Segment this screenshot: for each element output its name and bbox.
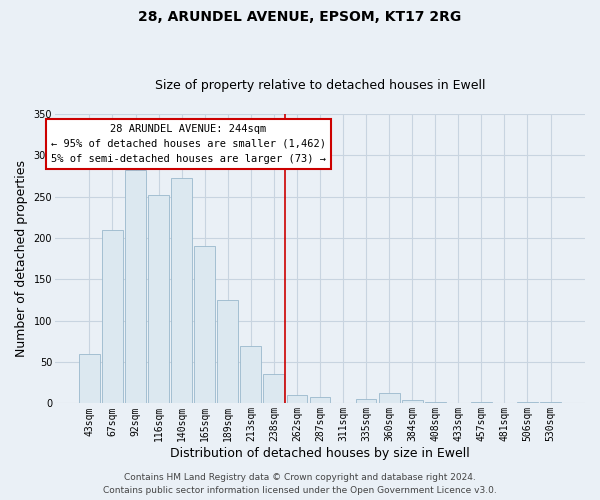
Bar (471, 402, 492, 404)
Bar (102, 230, 123, 404)
Bar (217, 300, 238, 404)
Bar (402, 400, 422, 404)
X-axis label: Distribution of detached houses by size in Ewell: Distribution of detached houses by size … (170, 447, 470, 460)
Bar (79, 354, 100, 404)
Bar (125, 170, 146, 404)
Bar (148, 195, 169, 404)
Text: 28 ARUNDEL AVENUE: 244sqm
← 95% of detached houses are smaller (1,462)
5% of sem: 28 ARUNDEL AVENUE: 244sqm ← 95% of detac… (51, 124, 326, 164)
Bar (287, 395, 307, 404)
Bar (171, 178, 192, 404)
Bar (517, 402, 538, 404)
Bar (540, 402, 561, 404)
Title: Size of property relative to detached houses in Ewell: Size of property relative to detached ho… (155, 79, 485, 92)
Bar (425, 402, 446, 404)
Text: 28, ARUNDEL AVENUE, EPSOM, KT17 2RG: 28, ARUNDEL AVENUE, EPSOM, KT17 2RG (139, 10, 461, 24)
Y-axis label: Number of detached properties: Number of detached properties (15, 160, 28, 357)
Bar (194, 246, 215, 404)
Bar (356, 400, 376, 404)
Text: Contains HM Land Registry data © Crown copyright and database right 2024.
Contai: Contains HM Land Registry data © Crown c… (103, 474, 497, 495)
Bar (241, 346, 261, 404)
Bar (310, 397, 331, 404)
Bar (379, 392, 400, 404)
Bar (263, 374, 284, 404)
